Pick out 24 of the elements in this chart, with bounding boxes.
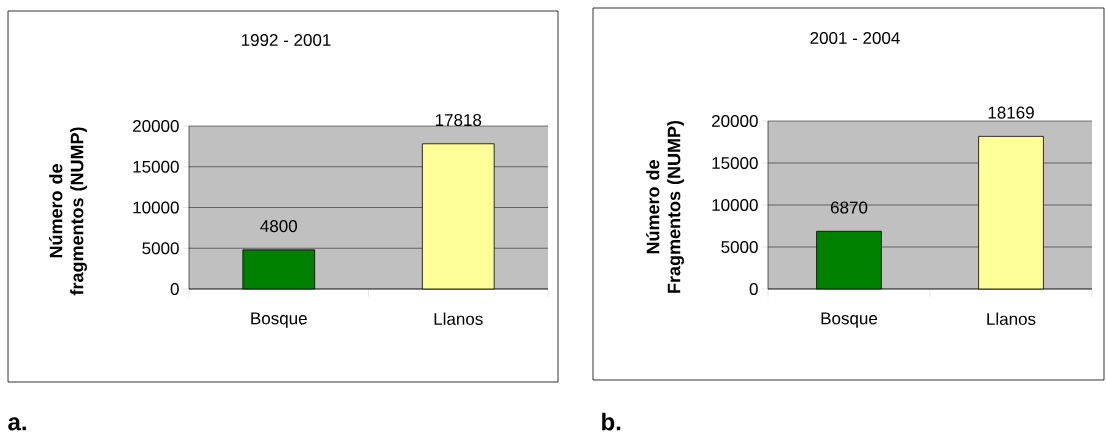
y-tick-label: 20000 — [133, 119, 179, 133]
y-tick-label: 15000 — [133, 160, 179, 173]
y-tick-label: 10000 — [133, 201, 179, 214]
x-tick-label: Bosque — [821, 312, 878, 328]
y-tick-label: 10000 — [712, 198, 758, 212]
y-tick-label: 15000 — [712, 156, 758, 170]
data-label: 4800 — [260, 220, 297, 233]
data-label: 18169 — [988, 106, 1034, 119]
chart-title: 2001 - 2004 — [810, 31, 900, 45]
y-axis-title: Número de fragmentos (NUMP) — [49, 127, 88, 296]
y-axis-title: Número de Fragmentos (NUMP) — [645, 120, 685, 293]
text: a. — [8, 417, 26, 431]
x-tick-label: Bosque — [251, 312, 307, 328]
y-tick-label: 5000 — [721, 240, 758, 254]
y-tick-label: 0 — [749, 282, 758, 296]
x-tick-label: Llanos — [987, 312, 1036, 326]
data-label: 6870 — [830, 201, 868, 214]
y-tick-label: 20000 — [712, 114, 758, 128]
y-tick-label: 0 — [170, 282, 179, 296]
chart-title: 1992 - 2001 — [241, 33, 331, 47]
text: b. — [602, 412, 621, 431]
x-tick-label: Llanos — [434, 312, 483, 326]
y-tick-label: 5000 — [142, 242, 179, 255]
data-label: 17818 — [435, 114, 482, 127]
